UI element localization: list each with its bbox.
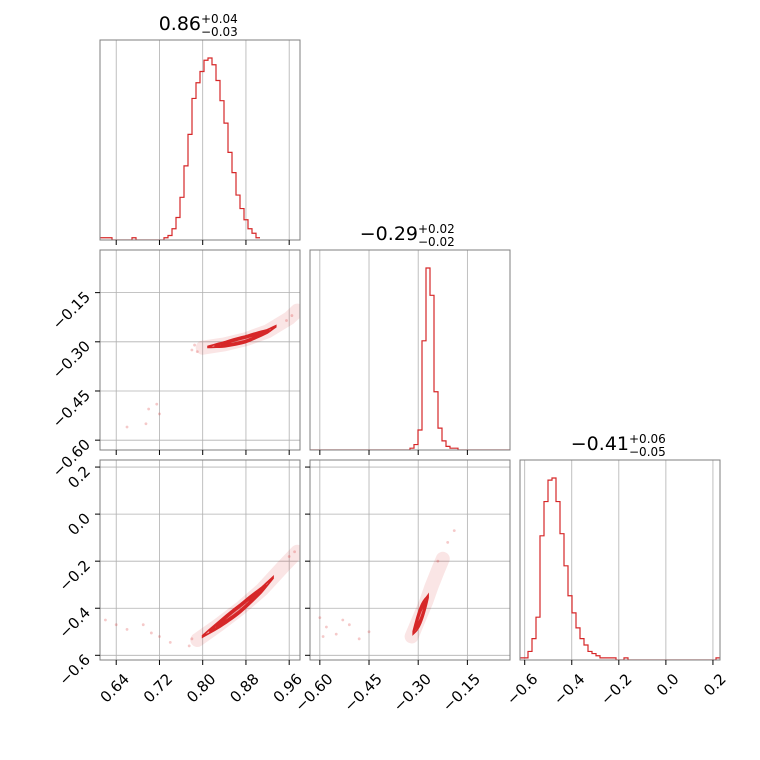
- pair-1-frame: [99, 249, 301, 451]
- ytick-label-param-3: −0.4: [56, 604, 94, 642]
- xtick-label-param-2: −0.45: [341, 670, 386, 715]
- pair-3-scatter-point-2: [334, 632, 338, 636]
- pair-1-scatter-point-6: [190, 348, 194, 352]
- pair-1-scatter-point-3: [125, 425, 129, 429]
- xtick-label-param-1: 0.88: [226, 670, 262, 706]
- pair-1-scatter-point-1: [155, 402, 159, 406]
- ytick-label-param-2: −0.30: [49, 337, 94, 382]
- pair-3-scatter-point-8: [446, 540, 450, 544]
- ticks-layer: 0.64 0.72 0.80 0.88 0.96−0.60 −0.45 −0.30 −0.15…: [49, 240, 730, 715]
- pair-2-scatter-point-0: [114, 623, 118, 627]
- pair-3-scatter-point-9: [452, 529, 456, 532]
- grid-layer: [100, 40, 714, 660]
- xtick-label-param-1: 0.80: [183, 670, 219, 706]
- pair-3-frame: [309, 459, 511, 661]
- pair-3-scatter-point-7: [341, 618, 345, 622]
- xtick-label-param-2: −0.15: [439, 670, 484, 715]
- title-param-2-plus: +0.02: [418, 222, 455, 236]
- hist-3-frame: [519, 459, 721, 661]
- pair-2-scatter-point-1: [125, 628, 129, 631]
- xtick-label-param-3: 0.0: [653, 670, 683, 700]
- pair-2-scatter-point-8: [190, 637, 194, 641]
- pair-2-contour-3: [216, 590, 260, 628]
- pair-1-scatter-point-4: [144, 422, 148, 426]
- pair-3-contour-3: [415, 601, 426, 629]
- pair-2-scatter-point-5: [104, 618, 107, 622]
- title-param-3-median: −0.41: [571, 433, 629, 455]
- pair-2-scatter-point-3: [158, 635, 161, 638]
- title-param-2-minus: −0.02: [418, 235, 455, 249]
- pair-2-scatter-point-4: [149, 631, 153, 635]
- pair-1-scatter-point-5: [193, 343, 196, 347]
- pair-1-marks: [125, 303, 300, 429]
- title-param-3-minus: −0.05: [629, 445, 666, 459]
- pair-2-scatter-point-9: [287, 555, 291, 558]
- ytick-label-param-2: −0.15: [49, 288, 94, 333]
- pair-2-scatter-point-10: [293, 550, 296, 554]
- xtick-label-param-3: −0.2: [597, 670, 635, 708]
- pair-3-scatter-point-4: [357, 637, 361, 641]
- title-param-1-median: 0.86: [159, 13, 201, 35]
- data-layer: [100, 57, 720, 660]
- pair-1-scatter-point-7: [195, 350, 199, 354]
- title-param-3-plus: +0.06: [629, 432, 666, 446]
- pair-3-scatter-point-0: [318, 616, 322, 620]
- ytick-label-param-3: 0.0: [64, 509, 94, 539]
- histogram-param-1: [100, 57, 260, 240]
- ytick-label-param-3: −0.6: [56, 651, 94, 689]
- pair-3-marks: [318, 529, 456, 644]
- hist-1-frame: [99, 39, 301, 241]
- pair-3-scatter-point-6: [321, 635, 325, 638]
- pair-1-scatter-point-8: [285, 319, 288, 322]
- xtick-label-param-3: 0.2: [700, 670, 730, 700]
- histogram-param-3: [520, 477, 720, 660]
- title-param-1-plus: +0.04: [201, 12, 238, 26]
- pair-3-scatter-point-10: [436, 559, 440, 563]
- ytick-label-param-3: −0.2: [56, 556, 94, 594]
- pair-1-scatter-point-0: [147, 407, 151, 411]
- pair-1-scatter-point-2: [158, 412, 161, 416]
- histogram-param-2: [310, 267, 510, 450]
- pair-2-scatter-point-2: [141, 623, 145, 627]
- xtick-label-param-1: 0.72: [140, 670, 176, 706]
- xtick-label-param-3: −0.4: [550, 670, 588, 708]
- title-param-2-median: −0.29: [360, 223, 418, 245]
- xtick-label-param-3: −0.6: [503, 670, 541, 708]
- pair-3-scatter-point-3: [347, 623, 351, 627]
- xtick-label-param-2: −0.30: [390, 670, 435, 715]
- xtick-label-param-1: 0.64: [97, 670, 133, 706]
- pair-2-frame: [99, 459, 301, 661]
- pair-2-marks: [104, 544, 300, 648]
- pair-3-scatter-point-1: [324, 625, 328, 629]
- ytick-label-param-2: −0.45: [49, 386, 94, 431]
- pair-2-scatter-point-6: [168, 640, 172, 644]
- pair-1-contour-3: [220, 331, 263, 346]
- title-param-1-minus: −0.03: [201, 25, 238, 39]
- pair-3-scatter-point-5: [367, 630, 371, 634]
- frame-layer: [99, 39, 721, 661]
- hist-2-frame: [309, 249, 511, 451]
- pair-2-scatter-point-7: [187, 644, 191, 648]
- pair-1-scatter-point-9: [290, 314, 294, 317]
